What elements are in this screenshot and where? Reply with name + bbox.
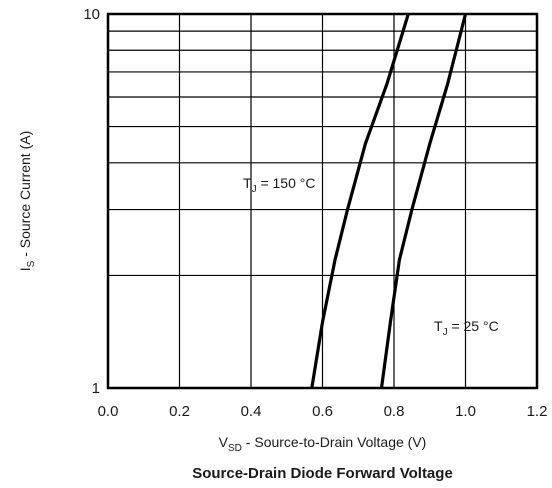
chart-title: Source-Drain Diode Forward Voltage — [192, 465, 453, 482]
x-tick-label: 0.2 — [169, 403, 190, 420]
y-axis-label: IS - Source Current (A) — [17, 131, 37, 272]
plot-frame — [106, 12, 539, 390]
y-tick-labels: 1 10 — [83, 6, 100, 397]
y-tick-label: 1 — [92, 380, 100, 397]
series-line-tj-25 — [379, 13, 468, 389]
x-tick-label: 0.6 — [312, 403, 333, 420]
x-tick-label: 0.8 — [384, 403, 405, 420]
x-tick-label: 1.2 — [527, 403, 548, 420]
x-axis-label: VSD - Source-to-Drain Voltage (V) — [219, 434, 427, 454]
series-label-tj-25: TJ = 25 °C — [434, 318, 499, 338]
curves — [310, 13, 468, 389]
x-tick-label: 1.0 — [455, 403, 476, 420]
x-tick-label: 0.0 — [98, 403, 119, 420]
series-label-tj-150: TJ = 150 °C — [243, 175, 315, 195]
x-tick-labels: 0.0 0.2 0.4 0.6 0.8 1.0 1.2 — [98, 403, 548, 420]
y-tick-label: 10 — [83, 6, 100, 23]
x-tick-label: 0.4 — [241, 403, 262, 420]
grid — [108, 14, 537, 388]
series-line-tj-150 — [310, 13, 410, 389]
